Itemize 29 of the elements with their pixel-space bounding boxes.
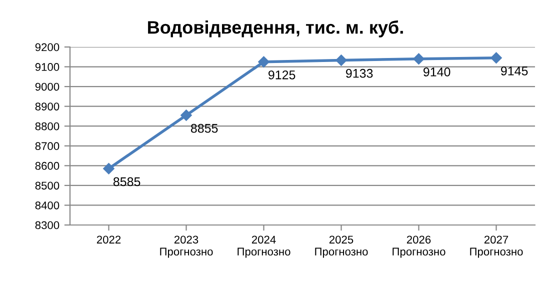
x-tick-label: 2023 Прогнозно (160, 236, 213, 258)
x-tick-label: 2026 Прогнозно (392, 236, 446, 258)
y-tick-label: 9100 (35, 63, 60, 71)
x-tick-label: 2027 Прогнозно (470, 236, 523, 258)
point (103, 163, 114, 174)
data-label: 9145 (501, 66, 528, 76)
y-tick-label: 8300 (35, 221, 60, 230)
data-label: 8855 (190, 124, 218, 133)
y-tick-label: 8500 (35, 182, 60, 190)
point (413, 53, 424, 64)
y-tick-label: 8900 (35, 102, 60, 110)
point (180, 110, 192, 121)
y-tick-label: 8400 (35, 201, 60, 210)
data-label: 8585 (113, 177, 140, 186)
y-tick-label: 8800 (35, 122, 60, 130)
chart-title: Водовідведення, тис. м. куб. (148, 20, 403, 38)
y-tick-label: 9200 (35, 43, 60, 52)
point (258, 56, 270, 68)
data-label: 9133 (346, 68, 373, 78)
y-tick-label: 9000 (35, 82, 60, 91)
x-tick-label: 2025 Прогнозно (315, 236, 368, 258)
data-label: 9125 (268, 70, 296, 80)
y-tick-label: 8600 (35, 162, 60, 170)
data-label: 9140 (424, 68, 450, 76)
x-tick-label: 2022 (96, 236, 121, 244)
point (490, 52, 502, 64)
point (336, 54, 347, 66)
y-tick-label: 8700 (35, 142, 60, 150)
x-tick-label: 2024 Прогнозно (238, 236, 290, 258)
